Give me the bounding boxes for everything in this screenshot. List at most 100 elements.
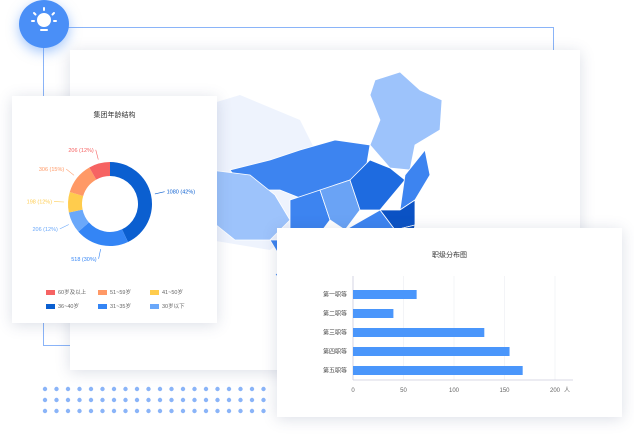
donut-slice [68,209,89,232]
dot [146,386,151,392]
map-region [399,149,431,211]
dot [226,397,232,403]
y-tick-label: 第一职等 [323,291,347,299]
slice-label: 1080 (42%) [167,190,196,196]
bar [353,366,523,375]
dot [238,408,243,414]
x-tick-label: 200 [550,388,561,394]
dot [169,397,174,403]
dot [88,397,94,403]
bar [353,290,417,299]
dot [249,386,255,392]
legend-item: 31~35岁 [98,302,131,310]
age-structure-card: 集团年龄结构 1080 (42%) 518 (30%) 206 (12%) 198 (… [12,96,217,323]
slice-label: 206 (12%) [68,148,94,154]
dot [192,408,197,414]
frame-line-bottom [43,345,73,346]
legend-item: 60岁及以上 [46,288,86,296]
dot [238,397,243,403]
bar [353,347,510,356]
legend-item: 30岁以下 [150,302,185,310]
slice-label: 206 (12%) [32,227,58,233]
dot [65,386,71,392]
dot [169,386,174,392]
dot [134,386,140,392]
legend-item: 41~50岁 [150,288,183,296]
dot [88,386,94,392]
dot [100,386,105,392]
dot [111,386,117,392]
chart-title: 职级分布图 [432,252,467,259]
dot [123,386,128,392]
dot [180,397,186,403]
lightbulb-icon [19,0,69,48]
dot [261,408,266,414]
dot [192,386,197,392]
bar [353,309,394,318]
dot [215,408,220,414]
dot [180,386,186,392]
y-tick-label: 第二职等 [323,310,347,318]
dot [249,397,255,403]
dot [123,397,128,403]
dot [203,386,209,392]
dot [192,397,197,403]
dot [54,408,59,414]
dot [157,397,163,403]
dot [134,408,140,414]
dot [203,397,209,403]
legend-item: 36~40岁 [46,302,79,310]
x-tick-label: 150 [499,388,510,394]
dot [215,397,220,403]
dot [77,386,82,392]
dot [226,386,232,392]
dot [238,386,243,392]
y-tick-label: 第三职等 [323,329,347,337]
dot [42,386,48,392]
x-unit-label: 人 [564,387,570,394]
dot [65,397,71,403]
dot [77,408,82,414]
dot [100,408,105,414]
dot [157,408,163,414]
dot-grid [42,386,266,414]
dot [249,408,255,414]
dot [180,408,186,414]
rank-distribution-card: 职级分布图 0 50 100 150 200 人 第一职等 第二职等 第三职等 第四职等 第五职等 [277,228,622,417]
frame-line-right [553,27,554,57]
donut-chart: 1080 (42%) 518 (30%) 206 (12%) 198 (12%) 306… [27,148,196,263]
dot [42,397,48,403]
map-region [319,179,361,231]
dot [111,397,117,403]
dot [226,408,232,414]
bar [353,328,485,337]
donut-slice [110,162,153,242]
dot [146,408,151,414]
dot [65,408,71,414]
dot [54,386,59,392]
y-tick-label: 第五职等 [323,367,347,375]
legend-item: 51~59岁 [98,288,131,296]
dot [88,408,94,414]
dot [123,408,128,414]
frame-line-top [60,27,554,28]
dot [261,397,266,403]
slice-label: 518 (30%) [71,257,97,263]
dot [169,408,174,414]
x-tick-label: 100 [449,388,460,394]
donut-slice [89,162,110,180]
dot [77,397,82,403]
dot [146,397,151,403]
dot [261,386,266,392]
map-region [369,71,443,171]
dot [100,397,105,403]
dot [203,408,209,414]
dot [54,397,59,403]
donut-slice [69,167,97,196]
donut-slice [68,191,84,213]
donut-slice [78,222,128,246]
x-tick-label: 0 [351,388,355,394]
slice-label: 306 (15%) [39,167,65,173]
dot [215,386,220,392]
